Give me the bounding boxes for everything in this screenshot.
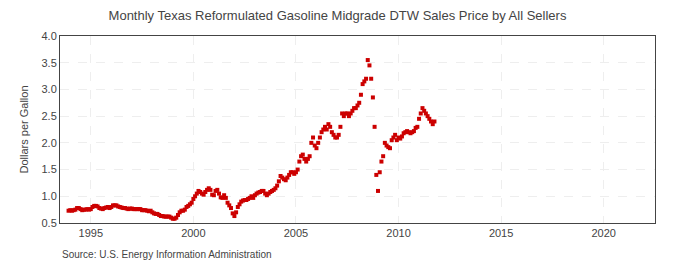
svg-text:1.0: 1.0: [42, 190, 57, 202]
svg-text:2010: 2010: [386, 227, 410, 239]
svg-text:Dollars per Gallon: Dollars per Gallon: [18, 85, 30, 173]
svg-text:3.5: 3.5: [42, 57, 57, 69]
svg-text:0.5: 0.5: [42, 217, 57, 229]
svg-text:Monthly Texas Reformulated Gas: Monthly Texas Reformulated Gasoline Midg…: [109, 8, 567, 23]
svg-text:4.0: 4.0: [42, 30, 57, 42]
svg-text:1995: 1995: [79, 227, 103, 239]
svg-text:Source: U.S. Energy Informatio: Source: U.S. Energy Information Administ…: [62, 249, 272, 260]
svg-text:1.5: 1.5: [42, 163, 57, 175]
svg-text:2000: 2000: [181, 227, 205, 239]
svg-text:2.0: 2.0: [42, 137, 57, 149]
svg-text:2005: 2005: [284, 227, 308, 239]
svg-text:2015: 2015: [489, 227, 513, 239]
svg-text:2020: 2020: [591, 227, 615, 239]
svg-text:3.0: 3.0: [42, 83, 57, 95]
svg-text:2.5: 2.5: [42, 110, 57, 122]
